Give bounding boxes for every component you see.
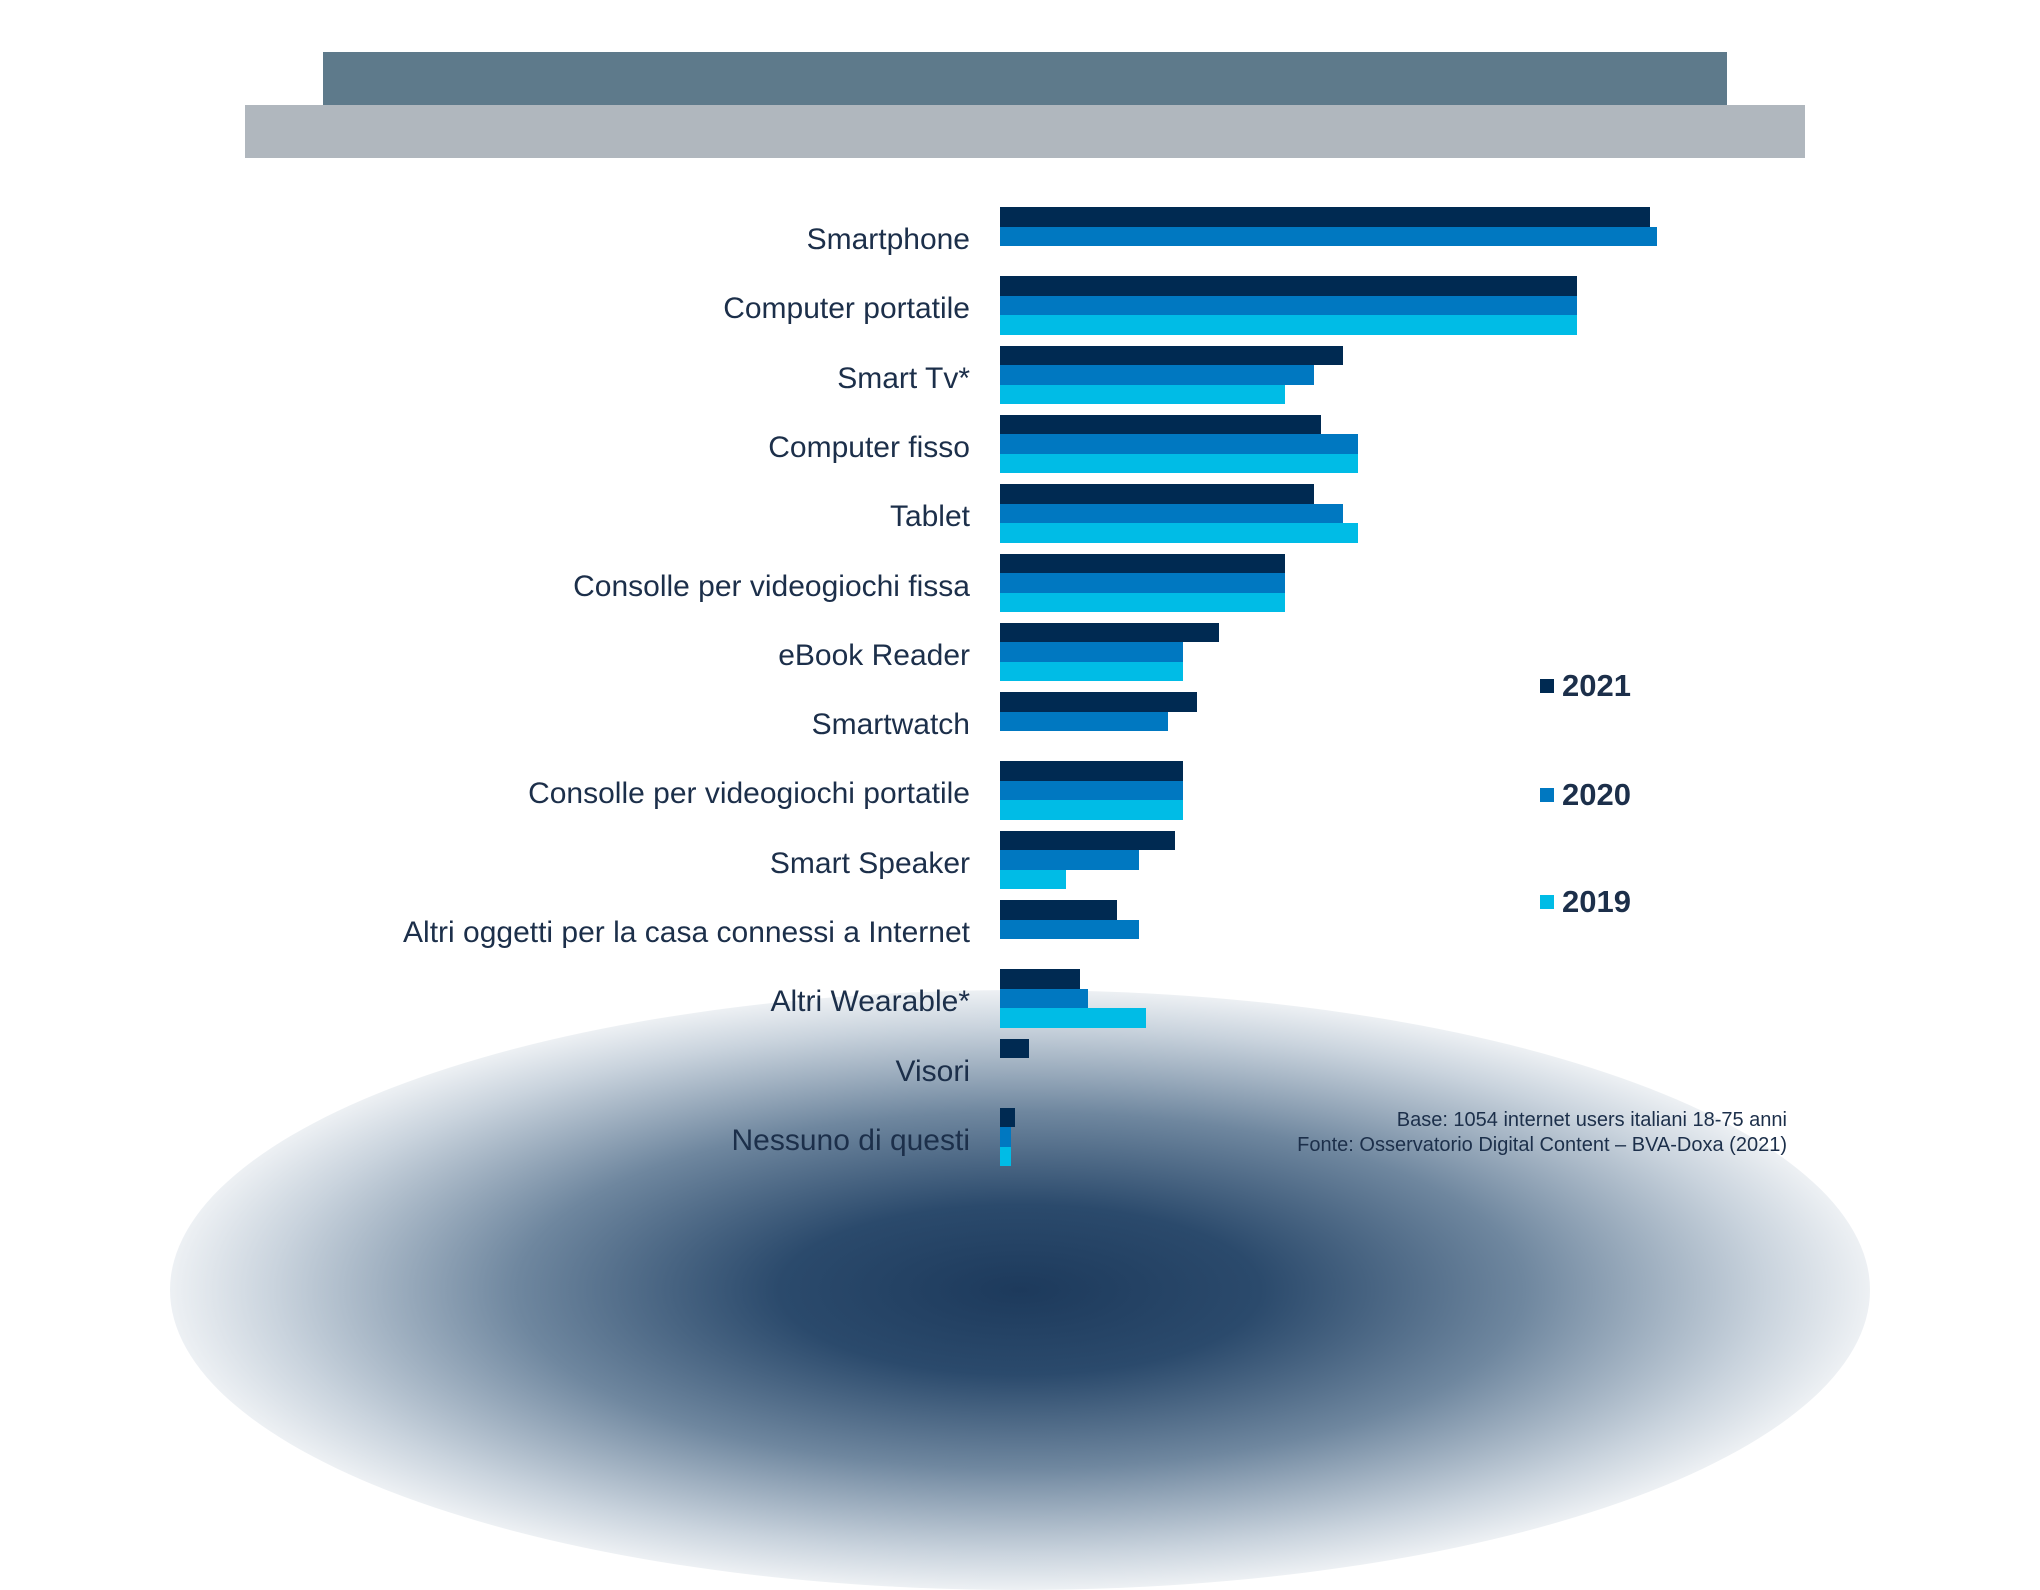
category-label: Visori [895, 1054, 970, 1088]
bar-2020 [1000, 226, 1657, 246]
bar-2021 [1000, 207, 1650, 227]
footnote-source: Fonte: Osservatorio Digital Content – BV… [1297, 1134, 1787, 1156]
category-label: Smartwatch [811, 708, 970, 742]
bar-2020 [1000, 295, 1577, 316]
bar-2020 [1000, 919, 1139, 939]
bar-2019 [1000, 1146, 1011, 1167]
footnote-base: Base: 1054 internet users italiani 18-75… [1396, 1109, 1787, 1131]
bar-2020 [1000, 365, 1314, 385]
legend-swatch-2020 [1540, 788, 1554, 802]
bar-2021 [1000, 622, 1219, 643]
bar-2021 [1000, 276, 1577, 296]
bar-2020 [1000, 780, 1183, 801]
bar-2019 [1000, 384, 1285, 405]
bar-2019 [1000, 800, 1183, 820]
bar-2020 [1000, 573, 1285, 593]
bar-2021 [1000, 761, 1183, 781]
legend-item-2020: 2020 [1540, 777, 1631, 813]
category-label: Smartphone [806, 223, 970, 256]
bar-2020 [1000, 642, 1183, 662]
category-label: Computer fisso [768, 430, 970, 464]
category-label: Tablet [889, 500, 970, 534]
category-label: Smart Speaker [769, 846, 970, 880]
bar-2019 [1000, 1008, 1146, 1028]
bar-2021 [1000, 1038, 1030, 1059]
bar-2019 [1000, 661, 1183, 682]
category-label: Altri Wearable* [770, 985, 970, 1019]
bar-2021 [1000, 414, 1322, 435]
header-band-top [323, 52, 1727, 106]
category-label: Altri oggetti per la casa connessi a Int… [403, 916, 970, 949]
legend-label: 2020 [1562, 777, 1631, 812]
category-label: Smart Tv* [837, 361, 970, 395]
bar-2021 [1000, 692, 1198, 712]
category-label: Computer portatile [723, 292, 970, 326]
bar-2020 [1000, 1127, 1011, 1147]
category-label: Nessuno di questi [731, 1123, 970, 1157]
legend-label: 2019 [1562, 884, 1631, 919]
bar-2021 [1000, 830, 1176, 851]
bar-2021 [1000, 484, 1314, 504]
bar-2021 [1000, 900, 1117, 920]
bar-2021 [1000, 1107, 1015, 1128]
legend-swatch-2019 [1540, 895, 1554, 909]
bar-2019 [1000, 592, 1285, 612]
bar-2020 [1000, 434, 1358, 454]
category-label: Consolle per videogiochi fissa [573, 569, 970, 603]
bar-2020 [1000, 988, 1088, 1009]
legend-swatch-2021 [1540, 679, 1554, 693]
header-band-bottom [245, 105, 1805, 158]
bar-2019 [1000, 523, 1358, 543]
bar-2020 [1000, 711, 1168, 732]
chart-footnote: Base: 1054 internet users italiani 18-75… [1297, 1108, 1787, 1158]
bar-2021 [1000, 969, 1081, 989]
bar-2021 [1000, 345, 1344, 366]
bar-2020 [1000, 850, 1139, 870]
bar-2019 [1000, 869, 1066, 890]
category-label: eBook Reader [778, 638, 970, 672]
legend-label: 2021 [1562, 668, 1631, 703]
bar-2019 [1000, 315, 1577, 335]
legend-item-2019: 2019 [1540, 884, 1631, 920]
bar-2020 [1000, 503, 1344, 524]
legend-item-2021: 2021 [1540, 668, 1631, 704]
bar-2019 [1000, 453, 1358, 474]
category-label: Consolle per videogiochi portatile [528, 777, 970, 811]
bar-2021 [1000, 553, 1285, 573]
background-gradient [170, 990, 1870, 1590]
